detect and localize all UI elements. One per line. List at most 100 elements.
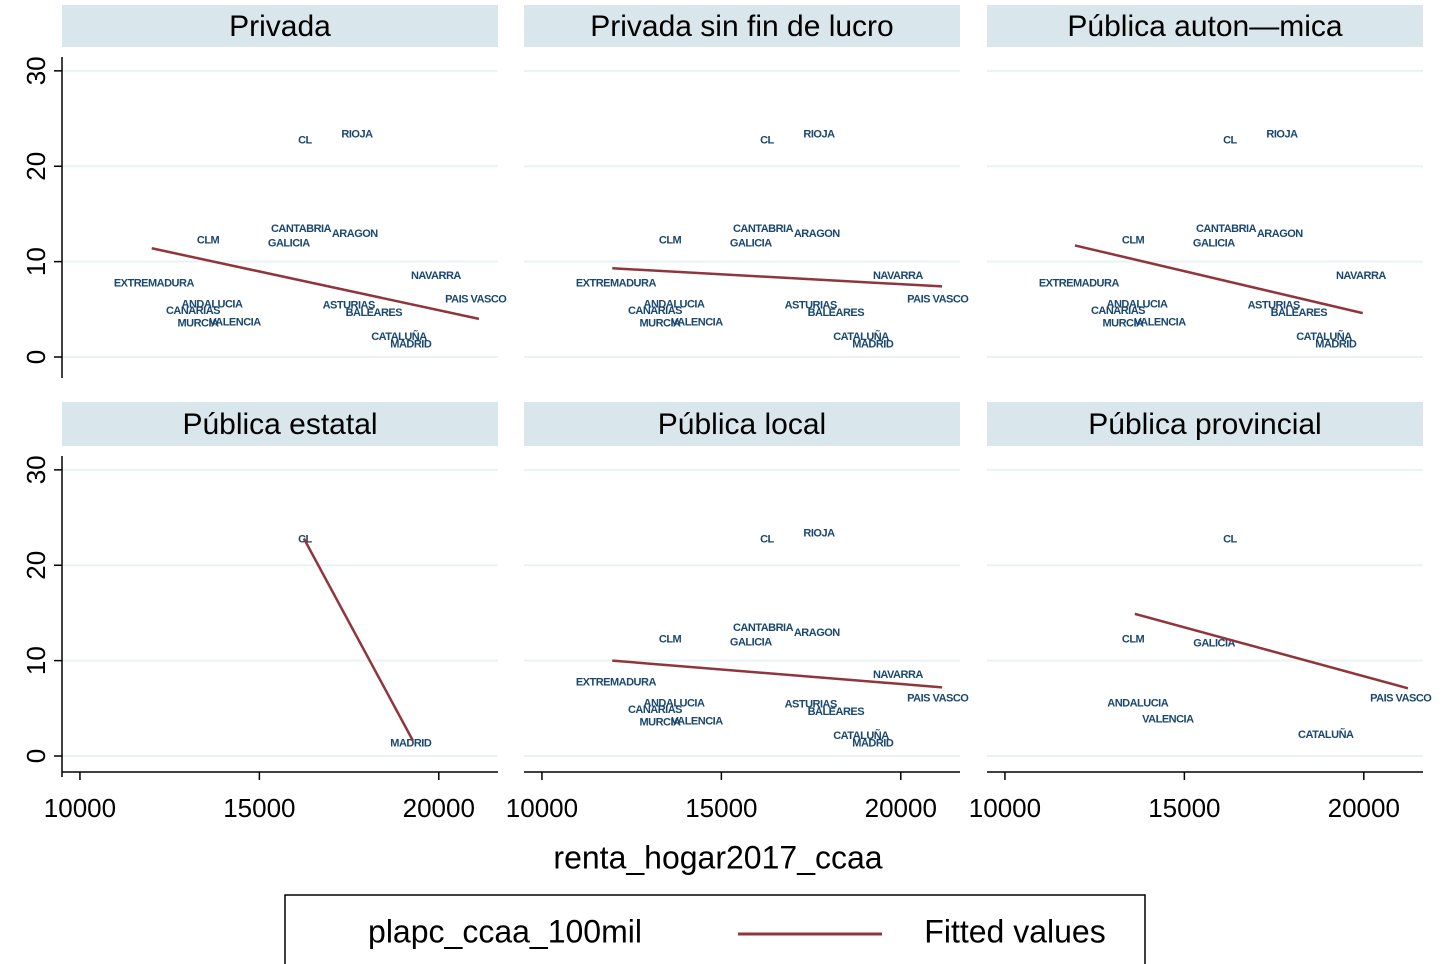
point-label: EXTREMADURA (114, 277, 195, 289)
point-label: CANTABRIA (271, 223, 332, 235)
panel-title: Pública estatal (182, 408, 377, 441)
point-label: BALEARES (346, 307, 403, 319)
y-tick-label: 10 (21, 646, 51, 675)
plot-area (524, 47, 960, 378)
point-label: RIOJA (1266, 129, 1298, 141)
point-label: CLM (659, 634, 682, 646)
panel-title: Privada sin fin de lucro (590, 10, 894, 43)
point-label: PAIS VASCO (445, 294, 507, 306)
point-label: CATALUÑA (371, 330, 427, 343)
x-tick-label: 15000 (1148, 793, 1220, 823)
point-label: PAIS VASCO (1370, 693, 1432, 705)
point-label: CLM (1122, 235, 1145, 247)
point-label: EXTREMADURA (1039, 277, 1120, 289)
point-label: MURCIA (178, 318, 220, 330)
point-label: VALENCIA (209, 317, 261, 329)
point-label: CANARIAS (166, 305, 220, 317)
plot-area (987, 47, 1423, 378)
plot-area (62, 446, 498, 777)
point-label: CANARIAS (628, 305, 682, 317)
plot-area (987, 446, 1423, 777)
point-label: NAVARRA (873, 270, 923, 282)
point-label: MURCIA (1103, 318, 1145, 330)
point-label: CANTABRIA (1196, 223, 1257, 235)
point-label: BALEARES (808, 307, 865, 319)
point-label: CATALUÑA (1298, 728, 1354, 741)
fitted-line (302, 537, 415, 742)
fitted-line (151, 247, 480, 321)
x-axis-label: renta_hogar2017_ccaa (553, 839, 882, 875)
point-label: EXTREMADURA (576, 676, 657, 688)
point-label: PAIS VASCO (907, 693, 969, 705)
point-label: VALENCIA (671, 716, 723, 728)
point-label: CLM (659, 235, 682, 247)
point-label: CL (1223, 134, 1237, 146)
y-tick-label: 30 (21, 455, 51, 484)
point-label: ARAGON (1257, 228, 1303, 240)
point-label: ANDALUCIA (644, 298, 705, 310)
point-label: RIOJA (803, 129, 835, 141)
y-tick-label: 20 (21, 152, 51, 181)
point-label: ASTURIAS (323, 299, 375, 311)
point-label: ASTURIAS (1248, 299, 1300, 311)
point-label: PAIS VASCO (907, 294, 969, 306)
point-label: NAVARRA (873, 669, 923, 681)
point-label: RIOJA (341, 129, 373, 141)
point-label: CL (298, 134, 312, 146)
x-tick-label: 20000 (1328, 793, 1400, 823)
point-label: MADRID (1315, 339, 1357, 351)
point-label: GALICIA (1193, 237, 1235, 249)
point-label: BALEARES (808, 706, 865, 718)
point-label: ARAGON (332, 228, 378, 240)
point-label: ASTURIAS (785, 698, 837, 710)
panel-title: Pública auton—mica (1067, 10, 1342, 43)
point-label: NAVARRA (1336, 270, 1386, 282)
y-tick-label: 0 (21, 749, 51, 763)
point-label: CANARIAS (1091, 305, 1145, 317)
point-label: MURCIA (640, 318, 682, 330)
point-label: MADRID (390, 339, 432, 351)
fitted-line (612, 659, 943, 689)
point-label: EXTREMADURA (576, 277, 657, 289)
point-label: ANDALUCIA (644, 697, 705, 709)
point-label: GALICIA (268, 237, 310, 249)
legend-label: Fitted values (924, 913, 1105, 949)
point-label: ANDALUCIA (182, 298, 243, 310)
x-tick-label: 20000 (403, 793, 475, 823)
fitted-line (1074, 244, 1363, 315)
plot-area (524, 446, 960, 777)
panel-title: Pública provincial (1088, 408, 1321, 441)
point-label: CATALUÑA (1296, 330, 1352, 343)
point-label: ANDALUCIA (1107, 298, 1168, 310)
point-label: RIOJA (803, 528, 835, 540)
point-label: ASTURIAS (785, 299, 837, 311)
strip (524, 402, 960, 446)
fitted-line (1134, 612, 1409, 690)
point-label: GALICIA (1193, 637, 1235, 649)
point-label: GALICIA (730, 636, 772, 648)
point-label: CATALUÑA (833, 330, 889, 343)
y-tick-label: 10 (21, 247, 51, 276)
point-label: CANTABRIA (733, 622, 794, 634)
point-label: NAVARRA (411, 270, 461, 282)
panel-title: Pública local (658, 408, 826, 441)
plot-area (62, 47, 498, 378)
point-label: BALEARES (1271, 307, 1328, 319)
x-tick-label: 15000 (223, 793, 295, 823)
legend-label: plapc_ccaa_100mil (368, 913, 642, 949)
point-label: MADRID (852, 738, 894, 750)
point-label: CLM (197, 235, 220, 247)
x-tick-label: 10000 (506, 793, 578, 823)
x-tick-label: 10000 (969, 793, 1041, 823)
point-label: CL (760, 533, 774, 545)
point-label: CLM (1122, 634, 1145, 646)
point-label: VALENCIA (1142, 714, 1194, 726)
point-label: CANTABRIA (733, 223, 794, 235)
strip (62, 5, 498, 47)
point-label: VALENCIA (1134, 317, 1186, 329)
point-label: VALENCIA (671, 317, 723, 329)
x-tick-label: 15000 (685, 793, 757, 823)
x-tick-label: 10000 (44, 793, 116, 823)
point-label: CATALUÑA (833, 729, 889, 742)
